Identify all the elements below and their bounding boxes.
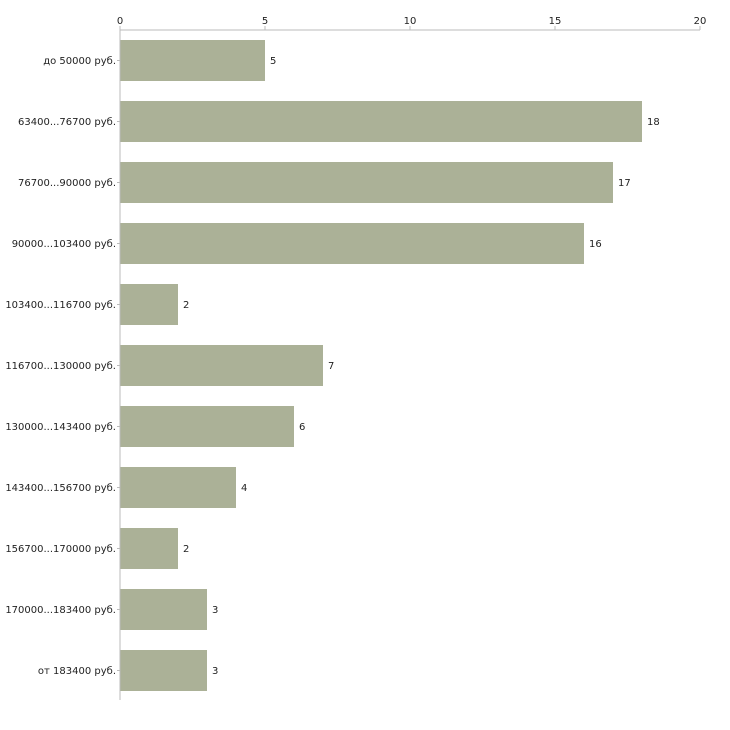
category-label: 103400...116700 руб. [5,300,116,311]
category-label: до 50000 руб. [43,56,116,67]
bar [120,467,236,508]
category-label: 116700...130000 руб. [5,361,116,372]
bar [120,406,294,447]
value-label: 3 [212,666,218,677]
category-label: от 183400 руб. [38,666,116,677]
x-tick-label: 5 [262,16,268,27]
value-label: 6 [299,422,305,433]
category-label: 143400...156700 руб. [5,483,116,494]
category-label: 170000...183400 руб. [5,605,116,616]
value-label: 3 [212,605,218,616]
bar [120,284,178,325]
bar [120,40,265,81]
bar [120,162,613,203]
bar [120,650,207,691]
x-tick-label: 20 [694,16,707,27]
category-label: 63400...76700 руб. [18,117,116,128]
bar [120,528,178,569]
value-label: 2 [183,300,189,311]
category-label: 156700...170000 руб. [5,544,116,555]
value-label: 16 [589,239,602,250]
value-label: 5 [270,56,276,67]
bars: до 50000 руб. 5 63400...76700 руб. 18 76700.… [5,40,660,691]
bar [120,589,207,630]
category-label: 130000...143400 руб. [5,422,116,433]
bar [120,223,584,264]
category-label: 90000...103400 руб. [12,239,116,250]
category-label: 76700...90000 руб. [18,178,116,189]
value-label: 18 [647,117,660,128]
x-axis-ticks: 0 5 10 15 20 [117,16,707,30]
axes [119,29,700,700]
bar [120,345,323,386]
x-tick-label: 10 [404,16,417,27]
x-tick-label: 15 [549,16,562,27]
x-tick-label: 0 [117,16,123,27]
value-label: 4 [241,483,247,494]
value-label: 2 [183,544,189,555]
bar [120,101,642,142]
value-label: 7 [328,361,334,372]
value-label: 17 [618,178,631,189]
